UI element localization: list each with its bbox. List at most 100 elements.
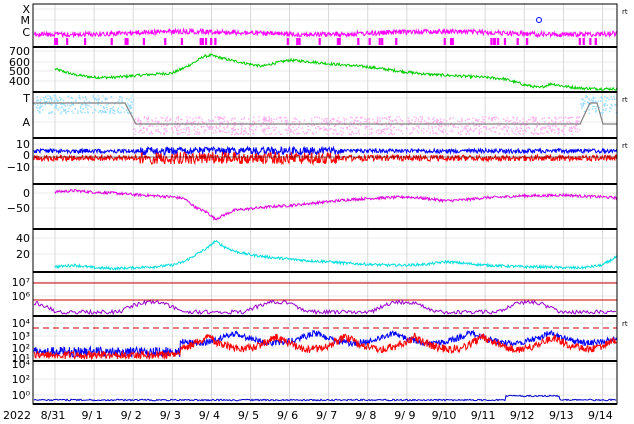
sector-dot xyxy=(570,130,573,133)
year-label: 2022 xyxy=(3,409,31,422)
sector-dot xyxy=(485,125,487,128)
sector-dot xyxy=(121,96,123,99)
sector-dot xyxy=(144,116,146,118)
sector-dot xyxy=(461,119,463,121)
y-tick-label: 10² xyxy=(12,342,30,355)
sector-dot xyxy=(286,119,288,121)
sector-dot xyxy=(48,112,51,114)
y-tick-label: M xyxy=(21,14,31,27)
sector-dot xyxy=(298,126,300,129)
sector-dot xyxy=(323,119,326,121)
sector-dot xyxy=(42,97,45,99)
sector-dot xyxy=(376,119,379,122)
sector-dot xyxy=(351,117,353,119)
sector-dot xyxy=(494,116,496,119)
sector-dot xyxy=(234,129,237,131)
sector-dot xyxy=(233,124,235,126)
gridlines xyxy=(33,4,617,404)
sector-dot xyxy=(92,111,94,114)
sector-dot xyxy=(97,95,99,97)
series-neutron xyxy=(33,394,617,402)
sector-dot xyxy=(582,104,584,107)
sector-dot xyxy=(407,117,410,119)
sector-dot xyxy=(84,111,86,114)
sector-dot xyxy=(427,122,429,124)
sector-dot xyxy=(186,122,189,125)
sector-dot xyxy=(233,118,235,120)
sector-dot xyxy=(294,118,296,120)
sector-dot xyxy=(212,132,214,134)
sector-dot xyxy=(488,118,490,120)
sector-dot xyxy=(165,124,168,127)
sector-dot xyxy=(350,133,353,136)
sector-dot xyxy=(296,133,298,135)
sector-dot xyxy=(142,127,144,130)
sector-dot xyxy=(102,107,105,109)
sector-dot xyxy=(180,129,182,131)
sector-dot xyxy=(160,125,163,128)
sector-dot xyxy=(127,104,129,106)
sector-dot xyxy=(290,129,293,132)
sector-dot xyxy=(171,128,173,130)
sector-dot xyxy=(575,120,577,123)
x-tick-label: 8/31 xyxy=(41,409,66,422)
sector-dot xyxy=(155,117,157,119)
sector-dot xyxy=(576,128,578,130)
sector-dot xyxy=(527,119,530,121)
sector-dot xyxy=(340,121,342,123)
sector-dot xyxy=(81,112,83,114)
sector-dot xyxy=(273,124,275,126)
sector-dot xyxy=(179,124,181,126)
sector-dot xyxy=(158,131,161,133)
sector-dot xyxy=(377,121,379,123)
panel-dst xyxy=(32,183,618,230)
sector-dot xyxy=(524,129,526,131)
sector-dot xyxy=(164,119,167,122)
sector-dot xyxy=(289,128,291,130)
sector-dot xyxy=(311,117,313,120)
sector-dot xyxy=(584,102,586,105)
sector-dot xyxy=(186,119,189,121)
sector-dot xyxy=(495,131,497,133)
sector-dot xyxy=(318,125,320,128)
sector-dot xyxy=(416,125,418,127)
sector-dot xyxy=(574,127,576,130)
sector-dot xyxy=(320,127,323,130)
sector-dot xyxy=(562,131,565,133)
sector-dot xyxy=(171,127,173,129)
sector-dot xyxy=(138,131,140,134)
sector-dot xyxy=(608,98,610,101)
sector-dot xyxy=(333,118,335,121)
sector-dot xyxy=(185,127,188,129)
sector-dot xyxy=(503,127,505,129)
sector-dot xyxy=(437,123,439,126)
sector-dot xyxy=(268,116,270,118)
y-tick-label: X xyxy=(22,3,30,16)
flare-mark xyxy=(180,38,184,45)
sector-dot xyxy=(193,128,195,131)
sector-dot xyxy=(147,121,149,123)
sector-dot xyxy=(317,125,319,128)
sector-dot xyxy=(389,116,392,118)
sector-dot xyxy=(475,118,477,120)
sector-dot xyxy=(601,97,604,100)
sector-dot xyxy=(440,121,442,123)
flare-mark xyxy=(578,38,581,45)
sector-dot xyxy=(565,125,567,127)
sector-dot xyxy=(268,127,271,130)
sector-dot xyxy=(376,121,379,123)
sector-dot xyxy=(478,119,480,121)
flare-mark xyxy=(503,38,507,45)
sector-dot xyxy=(156,125,158,127)
sector-dot xyxy=(369,133,371,135)
sector-dot xyxy=(140,121,142,123)
y-tick-label: 10⁷ xyxy=(12,276,30,289)
sector-dot xyxy=(437,119,439,122)
sector-dot xyxy=(549,127,551,129)
sector-dot xyxy=(608,110,611,113)
sector-dot xyxy=(188,129,190,131)
sector-dot xyxy=(371,128,373,131)
sector-dot xyxy=(146,118,149,121)
sector-dot xyxy=(522,130,524,132)
sector-dot xyxy=(408,120,411,122)
